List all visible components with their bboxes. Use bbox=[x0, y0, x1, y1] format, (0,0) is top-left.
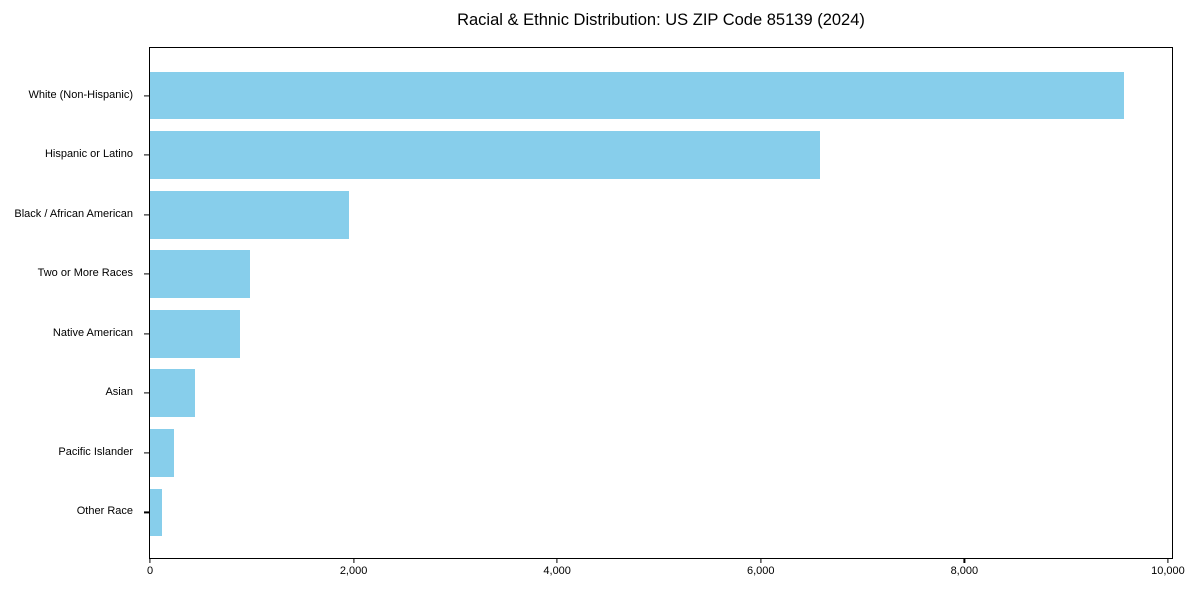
x-tick-label: 2,000 bbox=[339, 565, 368, 577]
bar-other-race bbox=[150, 488, 163, 537]
bar-pacific-islander bbox=[150, 429, 174, 477]
x-tick-mark bbox=[963, 558, 965, 563]
y-tick-label: Hispanic or Latino bbox=[44, 148, 133, 161]
y-tick-label: Pacific Islander bbox=[58, 445, 133, 458]
bar-two-or-more-races bbox=[150, 250, 250, 299]
x-tick-mark bbox=[352, 558, 355, 563]
y-tick-mark bbox=[144, 95, 149, 97]
x-tick-mark bbox=[556, 558, 558, 563]
x-tick-mark bbox=[1167, 558, 1169, 563]
x-tick-mark bbox=[760, 558, 762, 563]
chart-title: Racial & Ethnic Distribution: US ZIP Cod… bbox=[457, 11, 865, 29]
y-tick-label: Asian bbox=[105, 386, 133, 399]
bar-asian bbox=[150, 369, 195, 418]
y-tick-mark bbox=[144, 333, 149, 335]
y-tick-mark bbox=[144, 214, 149, 216]
y-tick-mark bbox=[144, 154, 149, 156]
x-tick-label: 0 bbox=[146, 565, 154, 577]
x-tick-label: 4,000 bbox=[543, 565, 571, 577]
y-tick-mark bbox=[144, 511, 149, 513]
y-tick-label: Black / African American bbox=[14, 207, 133, 220]
y-tick-mark bbox=[144, 273, 149, 275]
y-tick-label: Two or More Races bbox=[37, 267, 133, 280]
bar-black-african-american bbox=[150, 190, 349, 239]
y-tick-label: White (Non-Hispanic) bbox=[28, 88, 133, 101]
y-tick-mark bbox=[144, 392, 149, 394]
plot-area: 0 2,000 4,000 6,000 8,000 10,000 bbox=[144, 47, 1185, 577]
bar-white-non-hispanic bbox=[150, 71, 1125, 120]
y-axis-labels: White (Non-Hispanic) Hispanic or Latino Bl… bbox=[0, 47, 141, 559]
bar-hispanic-or-latino bbox=[150, 131, 821, 179]
y-tick-label: Other Race bbox=[76, 505, 133, 518]
y-tick-label: Native American bbox=[52, 326, 133, 339]
y-tick-mark bbox=[144, 452, 149, 454]
bar-native-american bbox=[150, 309, 241, 358]
x-tick-label: 6,000 bbox=[746, 565, 775, 577]
x-tick-mark bbox=[149, 558, 151, 563]
x-tick-label: 8,000 bbox=[950, 565, 979, 577]
x-tick-label: 10,000 bbox=[1151, 565, 1185, 577]
